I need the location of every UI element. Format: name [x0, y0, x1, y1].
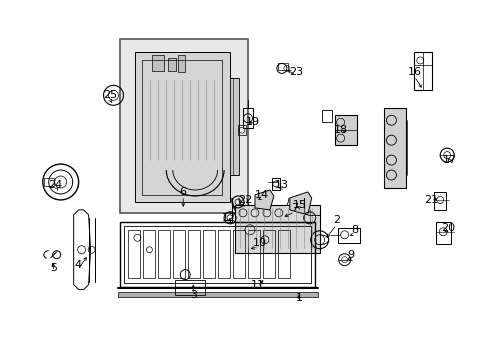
Text: 20: 20 [440, 223, 454, 233]
Text: 12: 12 [222, 213, 236, 223]
Text: 21: 21 [424, 195, 437, 205]
Bar [337, 228, 359, 243]
Bar [218, 230, 229, 278]
Text: 22: 22 [237, 195, 252, 205]
Bar [44, 178, 54, 186]
Bar [384, 108, 406, 188]
Polygon shape [289, 192, 311, 215]
Text: 8: 8 [350, 225, 357, 235]
Bar [124, 226, 310, 283]
Bar [152, 55, 164, 71]
Bar [229, 78, 239, 175]
Bar [271, 178, 279, 190]
Text: 18: 18 [333, 125, 347, 135]
Text: 16: 16 [407, 67, 421, 77]
Bar [238, 125, 245, 135]
Text: 2: 2 [332, 215, 340, 225]
Bar [203, 230, 215, 278]
Bar [277, 63, 287, 71]
Text: 25: 25 [103, 90, 117, 100]
Text: 6: 6 [180, 187, 186, 197]
Bar [243, 108, 252, 128]
Bar [277, 230, 289, 278]
Bar [413, 53, 431, 90]
Bar [235, 205, 319, 253]
Text: 5: 5 [50, 263, 57, 273]
Text: 23: 23 [288, 67, 302, 77]
Bar [128, 230, 140, 278]
Text: 19: 19 [245, 117, 260, 127]
Polygon shape [254, 190, 273, 210]
Text: 4: 4 [74, 260, 81, 270]
Bar [263, 230, 274, 278]
Text: 1: 1 [296, 293, 303, 302]
Text: 9: 9 [346, 250, 353, 260]
Bar [158, 230, 170, 278]
Bar [120, 222, 314, 287]
Bar [143, 230, 155, 278]
Text: 24: 24 [48, 180, 63, 190]
Bar [435, 222, 450, 244]
Bar [120, 39, 247, 213]
Text: 13: 13 [274, 180, 288, 190]
Bar [321, 110, 331, 122]
Text: 7: 7 [291, 203, 298, 213]
Bar [334, 115, 356, 145]
Bar [168, 58, 176, 71]
Bar [233, 230, 244, 278]
Bar [188, 230, 200, 278]
Bar [433, 192, 446, 210]
Text: 11: 11 [250, 280, 264, 289]
Bar [178, 55, 185, 72]
Polygon shape [135, 53, 238, 202]
Text: 14: 14 [254, 190, 268, 200]
Bar [118, 292, 317, 297]
Bar [175, 280, 205, 294]
Text: 3: 3 [189, 289, 196, 300]
Text: 10: 10 [252, 238, 266, 248]
Bar [173, 230, 185, 278]
Bar [247, 230, 260, 278]
Text: 17: 17 [442, 155, 456, 165]
Text: 15: 15 [292, 200, 306, 210]
